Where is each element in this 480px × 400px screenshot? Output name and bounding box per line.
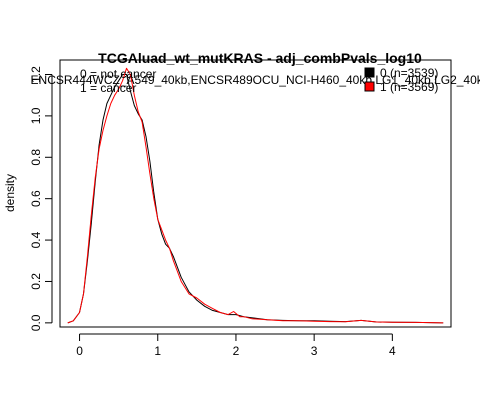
annotation-not-cancer: 0 = not cancer	[80, 67, 156, 81]
y-tick-label: 0.4	[29, 231, 43, 248]
y-tick-label: 1.2	[29, 66, 43, 83]
y-tick-label: 1.0	[29, 107, 43, 124]
x-axis: 0 1 2 3 4	[76, 333, 396, 358]
plot-frame	[59, 59, 452, 328]
series-line-0	[67, 74, 444, 324]
y-axis: 0.0 0.2 0.4 0.6 0.8 1.0 1.2	[29, 66, 53, 331]
y-tick-label: 0.2	[29, 273, 43, 290]
y-tick-label: 0.6	[29, 190, 43, 207]
legend-swatch-0	[364, 67, 375, 78]
y-tick-label: 0.0	[29, 314, 43, 331]
x-tick-label: 1	[154, 344, 161, 358]
legend-swatch-1	[364, 81, 375, 92]
legend-label-1: 1 (n=3569)	[380, 80, 438, 94]
x-tick-label: 2	[233, 344, 240, 358]
x-tick-label: 3	[311, 344, 318, 358]
x-tick-label: 0	[76, 344, 83, 358]
legend-label-0: 0 (n=3539)	[380, 66, 438, 80]
legend: 0 (n=3539) 1 (n=3569)	[364, 66, 438, 94]
series-layer	[67, 67, 444, 324]
chart-title: TCGAluad_wt_mutKRAS - adj_combPvals_log1…	[98, 50, 422, 66]
series-line-1	[67, 67, 444, 324]
y-tick-label: 0.8	[29, 149, 43, 166]
y-axis-label: density	[3, 174, 17, 212]
annotation-cancer: 1 = cancer	[80, 81, 136, 95]
x-tick-label: 4	[389, 344, 396, 358]
